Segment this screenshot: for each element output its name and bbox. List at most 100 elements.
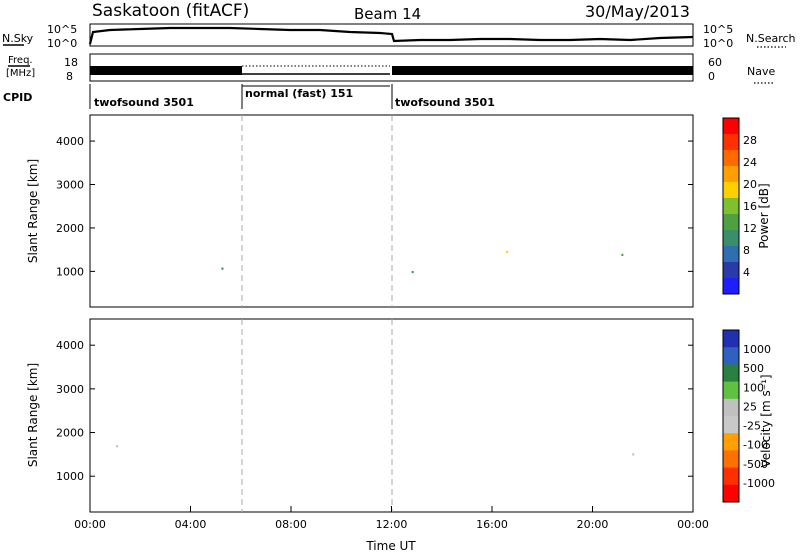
colorbar-swatch: [723, 150, 739, 167]
power-cell: [221, 267, 224, 270]
freq-tick-high: 18: [64, 56, 78, 69]
colorbar-tick: 25: [743, 400, 757, 413]
station-title: Saskatoon (fitACF): [92, 1, 249, 21]
colorbar-swatch: [723, 262, 739, 279]
colorbar-tick: 4: [743, 266, 750, 279]
nsearch-tick-low: 10^0: [703, 37, 733, 50]
colorbar-swatch: [723, 330, 739, 348]
nave-tick-high: 60: [708, 56, 722, 69]
colorbar-tick: -100: [743, 439, 768, 452]
colorbar-swatch: [723, 214, 739, 231]
colorbar-swatch: [723, 230, 739, 247]
power-y-label: Slant Range [km]: [26, 159, 40, 263]
nsky-trace: [88, 26, 694, 45]
colorbar-tick: 8: [743, 244, 750, 257]
colorbar-swatch: [723, 467, 739, 486]
cpid-row: CPID twofsound 3501 normal (fast) 151 tw…: [3, 84, 495, 109]
colorbar-swatch: [723, 398, 739, 417]
velocity-y-label: Slant Range [km]: [26, 363, 40, 467]
nave-label: Nave: [747, 65, 775, 78]
power-panel: 1000 2000 3000 4000 Slant Range [km] 4 8 12 16…: [26, 114, 771, 308]
freq-label-line2: [MHz]: [6, 68, 35, 79]
velocity-y-ticks: 1000 2000 3000 4000: [56, 339, 693, 483]
y-tick-label: 4000: [56, 339, 84, 352]
y-tick-label: 3000: [56, 383, 84, 396]
colorbar-frame: [722, 117, 740, 295]
power-cell: [621, 253, 624, 256]
nsky-frame: [89, 23, 694, 47]
colorbar-swatch: [723, 278, 739, 295]
colorbar-swatch: [723, 381, 739, 400]
colorbar-tick: 100: [743, 381, 764, 394]
velocity-panel: 1000 2000 3000 4000 00:00 04:00 08:00 12:00 16:…: [26, 318, 775, 553]
x-tick-label: 08:00: [275, 518, 307, 531]
power-cell: [506, 250, 509, 253]
colorbar-swatch: [723, 347, 739, 365]
colorbar-tick: 12: [743, 222, 757, 235]
colorbar-swatch: [723, 134, 739, 151]
colorbar-tick: -25: [743, 420, 761, 433]
colorbar-tick: -500: [743, 458, 768, 471]
power-y-ticks: 1000 2000 3000 4000: [56, 135, 693, 278]
freq-trace-seg1: [90, 66, 242, 75]
x-tick-label: 04:00: [175, 518, 207, 531]
nsky-label: N.Sky: [2, 32, 34, 45]
velocity-colorbar: -1000 -500 -100 -25 25 100 500 1000: [722, 329, 775, 503]
colorbar-swatch: [723, 416, 739, 434]
colorbar-swatch: [723, 246, 739, 263]
colorbar-tick: 24: [743, 156, 757, 169]
x-tick-label: 00:00: [677, 518, 709, 531]
velocity-cell: [116, 445, 119, 448]
colorbar-tick: 1000: [743, 343, 771, 356]
nsearch-label: N.Search: [746, 32, 796, 45]
y-tick-label: 3000: [56, 179, 84, 192]
y-tick-label: 1000: [56, 265, 84, 278]
time-axis-label: Time UT: [365, 539, 416, 553]
y-tick-label: 4000: [56, 135, 84, 148]
freq-tick-low: 8: [66, 70, 73, 83]
colorbar-tick: 20: [743, 178, 757, 191]
y-tick-label: 1000: [56, 470, 84, 483]
velocity-cell: [632, 453, 635, 456]
colorbar-tick: -1000: [743, 477, 775, 490]
colorbar-swatch: [723, 450, 739, 469]
nsky-panel: 10^5 10^0 N.Sky 10^5 10^0 N.Search: [2, 23, 796, 50]
beam-title: Beam 14: [354, 5, 421, 23]
cpid-segment-1: twofsound 3501: [94, 96, 194, 109]
nsky-tick-high: 10^5: [47, 23, 77, 36]
x-tick-label: 16:00: [476, 518, 508, 531]
nsky-tick-low: 10^0: [47, 37, 77, 50]
power-cell: [411, 270, 414, 274]
cpid-segment-3: twofsound 3501: [395, 96, 495, 109]
velocity-colorbar-label: Velocity [m s⁻¹]: [759, 374, 773, 467]
nsearch-tick-high: 10^5: [703, 23, 733, 36]
y-tick-label: 2000: [56, 222, 84, 235]
colorbar-tick: 500: [743, 362, 764, 375]
x-tick-label: 20:00: [577, 518, 609, 531]
date-title: 30/May/2013: [585, 2, 690, 21]
colorbar-tick: 16: [743, 200, 757, 213]
colorbar-swatch: [723, 433, 739, 451]
x-tick-label: 00:00: [74, 518, 106, 531]
freq-label-line1: Freq.: [8, 55, 33, 66]
x-tick-label: 12:00: [376, 518, 408, 531]
y-tick-label: 2000: [56, 427, 84, 440]
velocity-scatter: [116, 445, 635, 456]
colorbar-frame: [722, 329, 740, 503]
nave-tick-low: 0: [708, 70, 715, 83]
colorbar-swatch: [723, 198, 739, 215]
colorbar-tick: 28: [743, 134, 757, 147]
cpid-label: CPID: [3, 91, 32, 104]
freq-trace-seg3: [392, 66, 693, 75]
power-colorbar-label: Power [dB]: [757, 183, 771, 248]
colorbar-swatch: [723, 364, 739, 383]
freq-panel: 18 8 Freq. [MHz] 60 0 Nave: [6, 53, 775, 84]
power-scatter: [221, 250, 624, 274]
colorbar-swatch: [723, 166, 739, 183]
cpid-segment-2: normal (fast) 151: [245, 87, 353, 100]
power-colorbar: 4 8 12 16 20 24 28: [722, 117, 757, 295]
velocity-x-ticks: 00:00 04:00 08:00 12:00 16:00 20:00 00:00: [74, 506, 709, 531]
colorbar-swatch: [723, 182, 739, 199]
colorbar-swatch: [723, 118, 739, 135]
